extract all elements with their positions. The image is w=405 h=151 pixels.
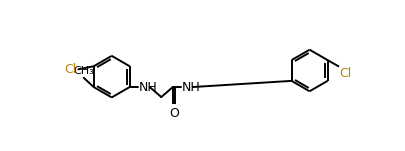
Text: CH₃: CH₃ [73, 66, 94, 76]
Text: Cl: Cl [339, 67, 352, 80]
Text: NH: NH [139, 80, 158, 93]
Text: NH: NH [182, 80, 201, 93]
Text: O: O [169, 107, 179, 120]
Text: Cl: Cl [64, 63, 77, 76]
